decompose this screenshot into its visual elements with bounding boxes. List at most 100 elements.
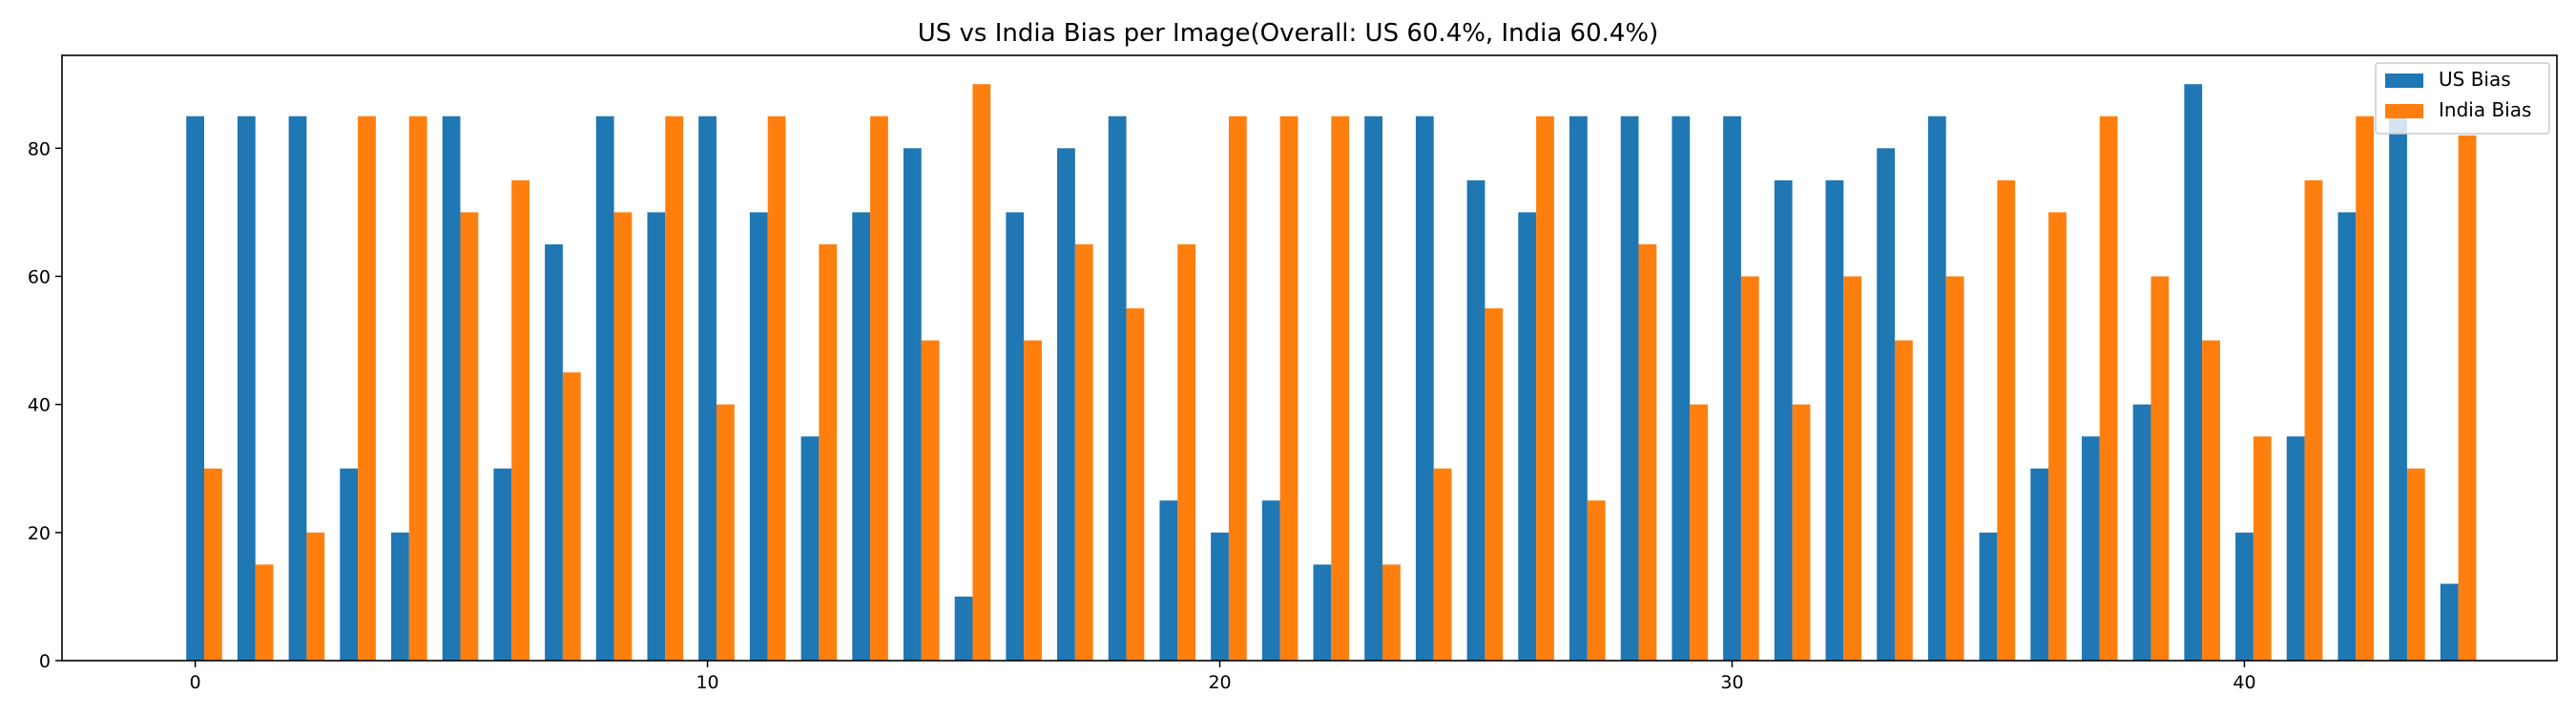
bar-us-bias-32 bbox=[1825, 179, 1844, 662]
bar-india-bias-31 bbox=[1792, 404, 1811, 661]
bar-us-bias-43 bbox=[2389, 116, 2407, 661]
bars-layer bbox=[186, 84, 2477, 662]
bar-india-bias-8 bbox=[613, 212, 633, 662]
bar-us-bias-5 bbox=[442, 116, 461, 661]
bar-india-bias-15 bbox=[972, 84, 991, 661]
bar-us-bias-25 bbox=[1466, 179, 1485, 662]
legend-label-india: India Bias bbox=[2439, 98, 2531, 121]
bar-us-bias-44 bbox=[2440, 583, 2459, 661]
x-tick-label-10: 10 bbox=[696, 672, 718, 693]
bar-us-bias-11 bbox=[749, 212, 768, 662]
bar-india-bias-22 bbox=[1331, 116, 1350, 661]
bar-india-bias-33 bbox=[1894, 340, 1913, 661]
bar-india-bias-4 bbox=[408, 116, 427, 661]
legend-swatch-us bbox=[2385, 74, 2423, 88]
bar-us-bias-41 bbox=[2286, 436, 2305, 661]
bar-us-bias-18 bbox=[1108, 116, 1127, 661]
bar-india-bias-30 bbox=[1740, 276, 1759, 661]
bar-us-bias-19 bbox=[1159, 500, 1178, 661]
bar-india-bias-42 bbox=[2356, 116, 2375, 661]
bar-india-bias-10 bbox=[716, 404, 735, 661]
bar-us-bias-14 bbox=[903, 148, 922, 662]
bar-india-bias-36 bbox=[2048, 212, 2067, 662]
bar-india-bias-13 bbox=[870, 116, 888, 661]
bar-india-bias-24 bbox=[1433, 468, 1452, 661]
legend: US Bias India Bias bbox=[2375, 62, 2550, 135]
bar-india-bias-43 bbox=[2406, 468, 2425, 661]
bar-us-bias-37 bbox=[2081, 436, 2100, 661]
bar-us-bias-16 bbox=[1006, 212, 1025, 662]
bar-india-bias-34 bbox=[1945, 276, 1964, 661]
bar-us-bias-42 bbox=[2337, 212, 2357, 662]
bar-us-bias-17 bbox=[1057, 148, 1075, 662]
bar-india-bias-18 bbox=[1126, 308, 1145, 661]
bar-india-bias-41 bbox=[2304, 179, 2323, 662]
x-tick-label-0: 0 bbox=[190, 672, 201, 693]
bar-us-bias-35 bbox=[1979, 532, 1998, 661]
bar-us-bias-24 bbox=[1415, 116, 1434, 661]
bar-india-bias-14 bbox=[921, 340, 940, 661]
x-tick-label-40: 40 bbox=[2233, 672, 2255, 693]
y-tick-label-0: 0 bbox=[39, 651, 51, 672]
bar-india-bias-28 bbox=[1638, 243, 1657, 661]
bar-india-bias-40 bbox=[2253, 436, 2272, 661]
bar-india-bias-0 bbox=[204, 468, 222, 661]
bar-us-bias-2 bbox=[288, 116, 307, 661]
bar-india-bias-17 bbox=[1074, 243, 1093, 661]
bar-us-bias-22 bbox=[1313, 564, 1332, 661]
bar-india-bias-32 bbox=[1843, 276, 1862, 661]
bar-india-bias-21 bbox=[1279, 116, 1298, 661]
bar-us-bias-0 bbox=[186, 116, 205, 661]
plot-frame bbox=[61, 54, 2558, 662]
bar-india-bias-29 bbox=[1690, 404, 1708, 661]
bar-india-bias-20 bbox=[1228, 116, 1247, 661]
bar-india-bias-11 bbox=[767, 116, 786, 661]
bar-india-bias-27 bbox=[1587, 500, 1606, 661]
bar-us-bias-34 bbox=[1927, 116, 1946, 661]
bar-india-bias-38 bbox=[2150, 276, 2170, 661]
legend-swatch-india bbox=[2385, 104, 2423, 118]
bar-india-bias-12 bbox=[819, 243, 838, 661]
chart-title: US vs India Bias per Image(Overall: US 6… bbox=[918, 19, 1659, 48]
bar-india-bias-19 bbox=[1177, 243, 1196, 661]
bar-india-bias-39 bbox=[2202, 340, 2220, 661]
bar-india-bias-35 bbox=[1997, 179, 2016, 662]
bar-us-bias-7 bbox=[545, 243, 563, 661]
bar-india-bias-1 bbox=[255, 564, 274, 661]
bar-us-bias-33 bbox=[1877, 148, 1895, 662]
x-tick-label-30: 30 bbox=[1720, 672, 1743, 693]
bar-us-bias-26 bbox=[1518, 212, 1537, 662]
bar-india-bias-44 bbox=[2458, 135, 2477, 661]
bar-us-bias-20 bbox=[1211, 532, 1229, 661]
bar-us-bias-39 bbox=[2184, 84, 2203, 661]
bar-us-bias-36 bbox=[2030, 468, 2049, 661]
bar-india-bias-26 bbox=[1536, 116, 1554, 661]
bar-us-bias-6 bbox=[493, 468, 512, 661]
bar-us-bias-29 bbox=[1672, 116, 1691, 661]
bar-india-bias-37 bbox=[2099, 116, 2118, 661]
bar-india-bias-2 bbox=[306, 532, 325, 661]
bar-india-bias-7 bbox=[562, 372, 581, 661]
bar-us-bias-21 bbox=[1261, 500, 1280, 661]
bar-us-bias-15 bbox=[954, 596, 973, 661]
bar-us-bias-40 bbox=[2235, 532, 2254, 661]
bar-india-bias-25 bbox=[1485, 308, 1504, 661]
bar-india-bias-9 bbox=[665, 116, 684, 661]
bar-us-bias-23 bbox=[1364, 116, 1383, 661]
y-tick-label-40: 40 bbox=[28, 395, 51, 416]
bar-us-bias-27 bbox=[1569, 116, 1588, 661]
bar-us-bias-12 bbox=[800, 436, 820, 661]
legend-label-us: US Bias bbox=[2439, 68, 2511, 91]
bar-us-bias-1 bbox=[237, 116, 256, 661]
bar-india-bias-6 bbox=[511, 179, 530, 662]
bar-us-bias-30 bbox=[1723, 116, 1741, 661]
bar-us-bias-28 bbox=[1620, 116, 1639, 661]
bar-us-bias-8 bbox=[595, 116, 614, 661]
y-tick-label-60: 60 bbox=[28, 266, 51, 287]
bar-india-bias-5 bbox=[460, 212, 479, 662]
bar-us-bias-4 bbox=[390, 532, 409, 661]
bar-us-bias-38 bbox=[2132, 404, 2151, 661]
bar-us-bias-13 bbox=[852, 212, 871, 662]
